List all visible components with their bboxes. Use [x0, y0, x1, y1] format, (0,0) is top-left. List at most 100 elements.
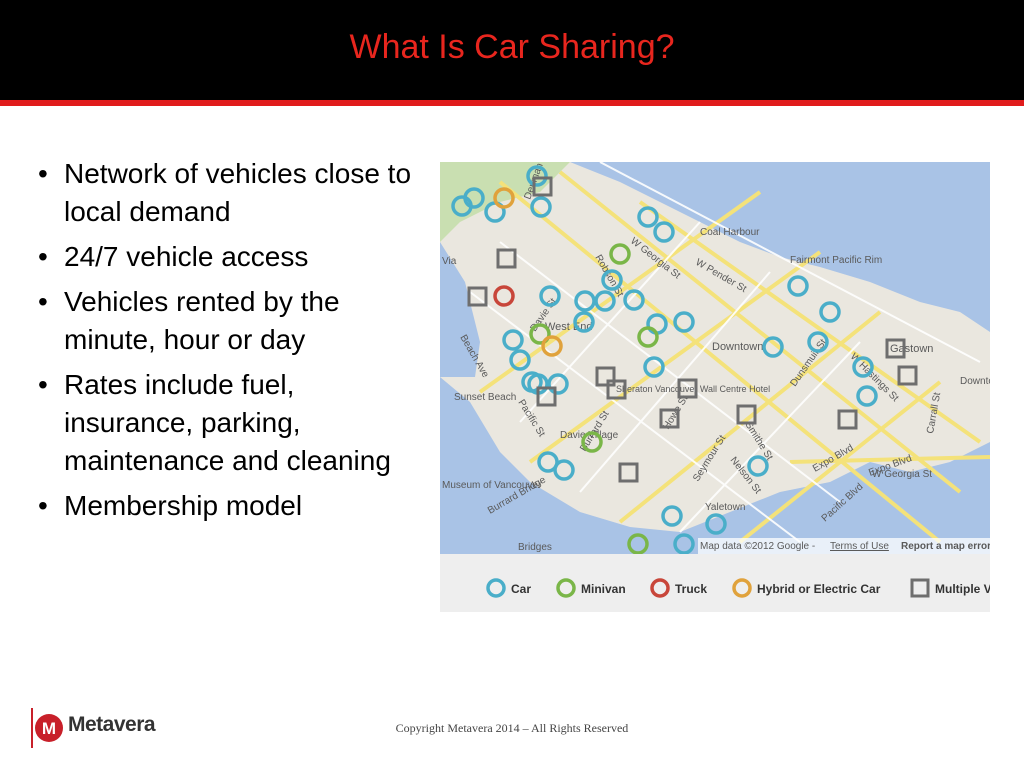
bullet-list: • Network of vehicles close to local dema… — [36, 155, 426, 532]
map-label: Sunset Beach — [454, 392, 516, 403]
car-marker[interactable] — [526, 165, 548, 187]
map-label: Bridges — [518, 542, 552, 553]
car-marker[interactable] — [451, 195, 473, 217]
car-marker[interactable] — [787, 275, 809, 297]
legend-label: Multiple V — [935, 582, 990, 596]
map-label: Museum of Vancouver — [442, 480, 542, 491]
multiple-vehicle-marker[interactable] — [837, 409, 858, 430]
multiple-vehicle-marker[interactable] — [897, 365, 918, 386]
car-marker[interactable] — [637, 206, 659, 228]
multiple-vehicle-marker[interactable] — [736, 404, 757, 425]
slide-title: What Is Car Sharing? — [349, 28, 675, 66]
car-marker[interactable] — [852, 356, 874, 378]
car-marker[interactable] — [539, 285, 561, 307]
multiple-vehicle-marker[interactable] — [467, 286, 488, 307]
car-marker[interactable] — [530, 196, 552, 218]
car-marker[interactable] — [856, 385, 878, 407]
car-marker[interactable] — [594, 290, 616, 312]
terms-link[interactable]: Terms of Use — [830, 541, 889, 552]
svg-text:M: M — [42, 719, 56, 738]
car-markers[interactable] — [451, 165, 878, 555]
minivan-marker[interactable] — [637, 326, 659, 348]
truck-markers[interactable] — [493, 285, 515, 307]
car-marker[interactable] — [643, 356, 665, 378]
legend-hybrid-icon — [732, 578, 752, 598]
bullet-item: • Rates include fuel, insurance, parking,… — [36, 366, 426, 480]
map-water-inlet — [570, 162, 990, 332]
bullet-dot: • — [38, 490, 48, 521]
minivan-markers[interactable] — [529, 243, 659, 555]
bullet-text: Membership model — [64, 490, 303, 521]
legend-minivan-icon — [556, 578, 576, 598]
map-label: Sheraton Vancouver Wall Centre Hotel — [616, 384, 770, 394]
map-water-bay — [440, 242, 480, 377]
car-marker[interactable] — [661, 505, 683, 527]
car-marker[interactable] — [573, 311, 595, 333]
multiple-vehicle-marker[interactable] — [606, 379, 627, 400]
minivan-marker[interactable] — [609, 243, 631, 265]
logo-wordmark: Metavera — [68, 713, 156, 736]
legend-car-icon — [486, 578, 506, 598]
car-marker[interactable] — [653, 221, 675, 243]
legend-multiple-icon — [910, 578, 930, 598]
car-marker[interactable] — [547, 373, 569, 395]
bullet-item: • Membership model — [36, 487, 426, 525]
bullet-item: • Vehicles rented by the minute, hour or … — [36, 283, 426, 359]
map-svg[interactable]: Denman St W Georgia St W Pender St Robso… — [440, 162, 990, 612]
minivan-marker[interactable] — [581, 431, 603, 453]
multiple-vehicle-marker[interactable] — [536, 386, 557, 407]
car-marker[interactable] — [601, 269, 623, 291]
hybrid-marker[interactable] — [493, 187, 515, 209]
bullet-text: 24/7 vehicle access — [64, 241, 309, 272]
map-park — [440, 162, 570, 242]
bullet-text: Vehicles rented by the minute, hour or d… — [64, 286, 340, 355]
multiple-vehicle-marker[interactable] — [496, 248, 517, 269]
minivan-marker[interactable] — [529, 323, 551, 345]
legend-label: Truck — [675, 582, 707, 596]
multiple-vehicle-marker[interactable] — [618, 462, 639, 483]
metavera-logo-icon: M — [31, 708, 63, 748]
multiple-vehicle-marker[interactable] — [532, 176, 553, 197]
multiple-vehicle-markers[interactable] — [467, 176, 918, 483]
hybrid-markers[interactable] — [493, 187, 563, 357]
car-marker[interactable] — [623, 289, 645, 311]
car-marker[interactable] — [762, 336, 784, 358]
car-marker[interactable] — [509, 349, 531, 371]
map-water-creek — [440, 377, 990, 554]
legend-label: Minivan — [581, 582, 626, 596]
multiple-vehicle-marker[interactable] — [885, 338, 906, 359]
map-legend — [440, 554, 990, 612]
header-bar — [0, 0, 1024, 100]
car-marker[interactable] — [807, 331, 829, 353]
map-image[interactable]: Denman St W Georgia St W Pender St Robso… — [440, 162, 990, 612]
legend-label: Hybrid or Electric Car — [757, 582, 881, 596]
car-marker[interactable] — [705, 513, 727, 535]
map-label: Downtown — [712, 341, 763, 353]
car-marker[interactable] — [819, 301, 841, 323]
multiple-vehicle-marker[interactable] — [677, 378, 698, 399]
car-marker[interactable] — [673, 533, 695, 555]
bullet-dot: • — [38, 369, 48, 400]
legend-label: Car — [511, 582, 531, 596]
minivan-marker[interactable] — [627, 533, 649, 555]
map-label: W Georgia St — [872, 469, 932, 480]
hybrid-marker[interactable] — [541, 335, 563, 357]
attribution-bg — [698, 538, 990, 554]
map-label: Davie Village — [560, 430, 619, 441]
map-label: Downtown East — [960, 376, 990, 387]
copyright-notice: Copyright Metavera 2014 – All Rights Res… — [395, 721, 629, 735]
car-marker[interactable] — [673, 311, 695, 333]
car-marker[interactable] — [502, 329, 524, 351]
car-marker[interactable] — [747, 455, 769, 477]
map-streets — [478, 170, 990, 544]
report-error-link[interactable]: Report a map error — [901, 541, 990, 552]
car-marker[interactable] — [574, 290, 596, 312]
multiple-vehicle-marker[interactable] — [595, 366, 616, 387]
multiple-vehicle-marker[interactable] — [659, 408, 680, 429]
bullet-text: Rates include fuel, insurance, parking, … — [64, 369, 391, 476]
car-marker[interactable] — [537, 451, 559, 473]
truck-marker[interactable] — [493, 285, 515, 307]
bullet-item: • 24/7 vehicle access — [36, 238, 426, 276]
bullet-dot: • — [38, 158, 48, 189]
map-label: Gastown — [890, 343, 933, 355]
